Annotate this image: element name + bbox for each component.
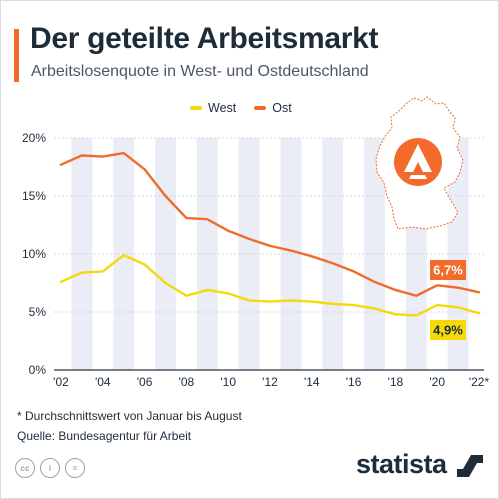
grid-lines [54, 137, 484, 371]
title-accent-bar [14, 29, 19, 82]
year-band [322, 138, 344, 370]
statista-logo[interactable]: statista [356, 449, 447, 479]
end-label-ost: 6,7% [433, 263, 463, 278]
series-line-ost [59, 151, 481, 297]
end-label-west: 4,9% [433, 323, 463, 338]
agency-logo-mark [404, 144, 432, 179]
end-label-bg-ost [430, 260, 466, 280]
legend-item-ost: Ost [254, 101, 292, 115]
legend-item-west: West [190, 101, 236, 115]
x-tick-label: '06 [137, 375, 153, 389]
year-band [238, 138, 260, 370]
statista-logo-icon [457, 455, 483, 477]
y-tick-label: 20% [22, 131, 46, 145]
end-value-labels: 6,7% 4,9% [430, 260, 466, 340]
legend-label-ost: Ost [272, 101, 292, 115]
y-tick-label: 5% [29, 305, 47, 319]
x-tick-label: '10 [220, 375, 236, 389]
source-text: Quelle: Bundesagentur für Arbeit [17, 429, 192, 443]
chart-title: Der geteilte Arbeitsmarkt [30, 22, 379, 55]
x-tick-label: '12 [262, 375, 278, 389]
axis-tick-labels: 0% 5% 10% 15% 20% '02 '04 '06 '08 '10 '12 '14 '16 '18… [22, 131, 490, 389]
x-tick-label: '08 [179, 375, 195, 389]
end-label-bg-west [430, 320, 466, 340]
chart-subtitle: Arbeitslosenquote in West- und Ostdeutsc… [31, 63, 369, 80]
legend-swatch-west [190, 106, 202, 110]
series-lines [59, 151, 481, 317]
cc-icon[interactable]: cc [15, 458, 35, 478]
footnote-text: * Durchschnittswert von Januar bis Augus… [17, 409, 242, 423]
y-tick-label: 0% [29, 363, 47, 377]
y-tick-label: 10% [22, 247, 46, 261]
x-tick-label: '04 [95, 375, 111, 389]
x-tick-label: '18 [388, 375, 404, 389]
attribution-icon[interactable]: i [40, 458, 60, 478]
license-icons: cc i = [15, 458, 85, 478]
legend-label-west: West [208, 101, 237, 115]
y-tick-label: 15% [22, 189, 46, 203]
no-derivatives-icon[interactable]: = [65, 458, 85, 478]
x-tick-label: '22* [469, 375, 490, 389]
x-tick-label: '02 [53, 375, 69, 389]
chart-legend: West Ost [190, 100, 292, 116]
legend-swatch-ost [254, 106, 267, 110]
x-tick-label: '14 [304, 375, 320, 389]
footnote: * Durchschnittswert von Januar bis Augus… [17, 406, 242, 446]
series-line-west [59, 253, 481, 317]
x-tick-label: '20 [429, 375, 445, 389]
x-tick-label: '16 [346, 375, 362, 389]
germany-map-icon [375, 96, 464, 230]
